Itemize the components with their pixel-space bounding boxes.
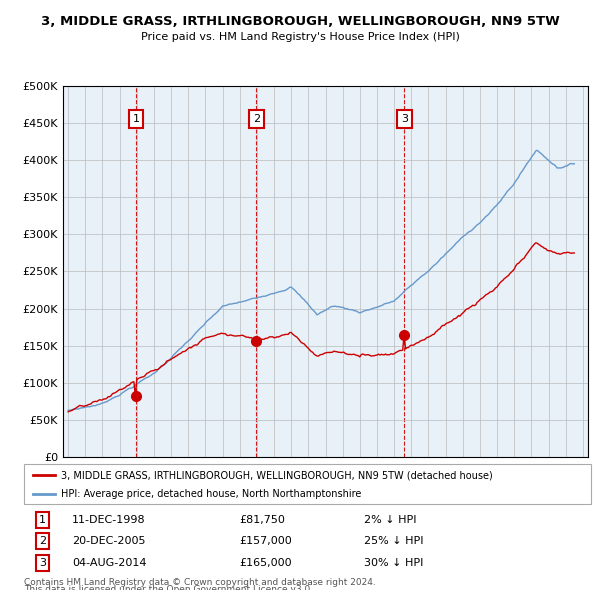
Text: 3: 3 bbox=[39, 558, 46, 568]
Text: 04-AUG-2014: 04-AUG-2014 bbox=[72, 558, 146, 568]
Text: 3: 3 bbox=[401, 114, 408, 124]
Text: 2: 2 bbox=[253, 114, 260, 124]
Text: 2: 2 bbox=[39, 536, 46, 546]
Text: £157,000: £157,000 bbox=[239, 536, 292, 546]
Text: This data is licensed under the Open Government Licence v3.0.: This data is licensed under the Open Gov… bbox=[24, 585, 313, 590]
Text: 1: 1 bbox=[39, 514, 46, 525]
Text: 2% ↓ HPI: 2% ↓ HPI bbox=[364, 514, 416, 525]
Text: Price paid vs. HM Land Registry's House Price Index (HPI): Price paid vs. HM Land Registry's House … bbox=[140, 32, 460, 42]
Text: £81,750: £81,750 bbox=[239, 514, 286, 525]
Text: 11-DEC-1998: 11-DEC-1998 bbox=[72, 514, 146, 525]
Text: 1: 1 bbox=[133, 114, 139, 124]
Text: 3, MIDDLE GRASS, IRTHLINGBOROUGH, WELLINGBOROUGH, NN9 5TW: 3, MIDDLE GRASS, IRTHLINGBOROUGH, WELLIN… bbox=[41, 15, 559, 28]
Text: 25% ↓ HPI: 25% ↓ HPI bbox=[364, 536, 424, 546]
Text: 20-DEC-2005: 20-DEC-2005 bbox=[72, 536, 146, 546]
Text: Contains HM Land Registry data © Crown copyright and database right 2024.: Contains HM Land Registry data © Crown c… bbox=[24, 578, 376, 587]
Text: 3, MIDDLE GRASS, IRTHLINGBOROUGH, WELLINGBOROUGH, NN9 5TW (detached house): 3, MIDDLE GRASS, IRTHLINGBOROUGH, WELLIN… bbox=[61, 470, 493, 480]
Text: 30% ↓ HPI: 30% ↓ HPI bbox=[364, 558, 424, 568]
Text: HPI: Average price, detached house, North Northamptonshire: HPI: Average price, detached house, Nort… bbox=[61, 490, 361, 499]
Text: £165,000: £165,000 bbox=[239, 558, 292, 568]
